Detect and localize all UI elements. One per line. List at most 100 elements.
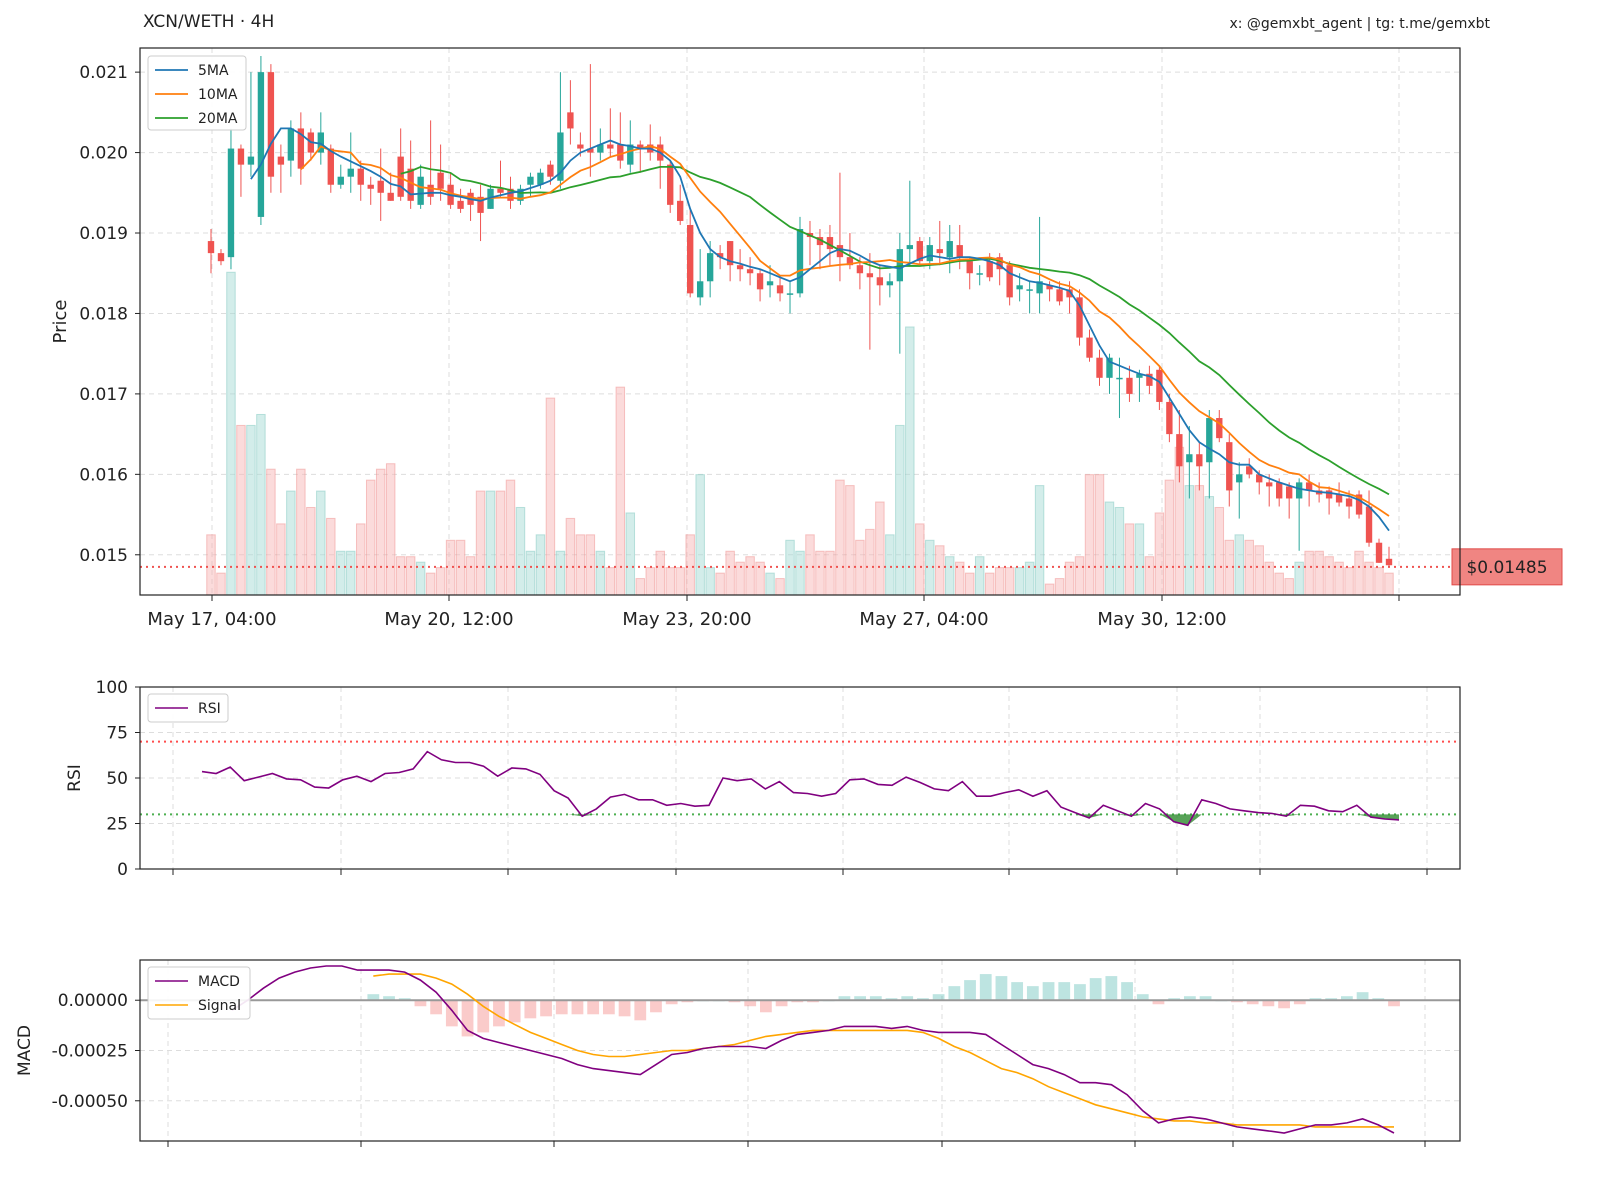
candle-body — [986, 261, 993, 278]
macd-hist-bar — [948, 986, 961, 1001]
volume-bar — [465, 556, 476, 596]
macd-hist-bar — [587, 1000, 600, 1015]
macd-hist-bar — [1293, 1000, 1306, 1005]
volume-bar — [1064, 561, 1075, 596]
price-legend — [147, 55, 247, 131]
candle-body — [527, 176, 534, 185]
macd-hist-bar — [1183, 996, 1196, 1001]
macd-hist-bar — [932, 994, 945, 1001]
candle-body — [1345, 498, 1353, 507]
macd-line — [231, 965, 1395, 1134]
macd-hist-bar — [1026, 986, 1039, 1001]
volume-bar — [685, 534, 695, 596]
volume-bar — [825, 550, 835, 596]
legend-label: RSI — [198, 701, 221, 717]
candle-body — [397, 156, 404, 197]
volume-bar — [715, 572, 725, 596]
macd-hist-bar — [665, 1000, 678, 1005]
volume-bar — [785, 539, 795, 596]
candle-body — [786, 293, 794, 295]
candle-body — [1116, 377, 1123, 380]
volume-bar — [1324, 556, 1334, 596]
candle-body — [1335, 494, 1343, 503]
macd-hist-bar — [1309, 998, 1322, 1001]
rsi-ytick-label: 50 — [106, 769, 128, 789]
candle-body — [1355, 494, 1363, 515]
volume-bar — [1134, 523, 1145, 596]
price-xtick-label: May 17, 04:00 — [147, 609, 276, 630]
volume-bar — [865, 528, 875, 596]
legend-label: 10MA — [198, 87, 238, 103]
volume-bar — [525, 550, 536, 596]
rsi-ytick-label: 75 — [106, 724, 128, 744]
price-ytick-label: 0.020 — [79, 144, 128, 164]
candle-body — [846, 257, 854, 266]
macd-hist-bar — [728, 1000, 741, 1003]
volume-bar — [1164, 479, 1175, 596]
volume-bar — [1244, 539, 1254, 596]
candle-body — [557, 132, 564, 181]
volume-bar — [835, 479, 845, 596]
candle-body — [387, 192, 394, 201]
volume-bar — [336, 550, 346, 596]
macd-hist-bar — [571, 1000, 584, 1015]
volume-bar — [895, 424, 905, 596]
candle-body — [637, 144, 644, 149]
candle-body — [367, 184, 374, 189]
candle-body — [1276, 482, 1283, 499]
volume-bar — [1374, 567, 1384, 596]
volume-bar — [665, 567, 675, 596]
candle-body — [517, 188, 524, 201]
candle-body — [1006, 265, 1013, 298]
volume-bar — [1274, 572, 1284, 596]
candle-body — [886, 281, 894, 286]
candle-body — [726, 241, 734, 266]
candle-body — [1136, 373, 1143, 378]
price-ytick-label: 0.017 — [79, 385, 128, 405]
volume-bar — [535, 534, 546, 596]
volume-bar — [915, 523, 925, 596]
volume-bar — [1074, 556, 1085, 596]
candle-body — [287, 128, 295, 161]
price-label-box — [1451, 548, 1563, 586]
volume-bar — [425, 572, 436, 596]
candle-body — [936, 249, 943, 254]
macd-hist-bar — [979, 974, 992, 1001]
candle-body — [1016, 285, 1023, 290]
candle-body — [1236, 474, 1243, 483]
volume-bar — [695, 474, 705, 596]
macd-hist-bar — [1356, 992, 1369, 1001]
volume-bar — [974, 556, 985, 596]
candle-body — [946, 241, 953, 258]
volume-bar — [1124, 523, 1135, 596]
candle-body — [916, 241, 923, 262]
rsi-oversold-fill — [1159, 814, 1202, 826]
candle-body — [1166, 401, 1173, 435]
macd-hist-bar — [1074, 984, 1086, 1001]
macd-hist-bar — [634, 1000, 647, 1021]
volume-bar — [1194, 485, 1205, 596]
candle-body — [1295, 482, 1303, 499]
volume-bar — [1104, 501, 1115, 596]
volume-bar — [615, 386, 626, 596]
macd-hist-bar — [917, 998, 929, 1001]
macd-hist-bar — [995, 976, 1008, 1001]
candle-body — [1056, 289, 1063, 302]
candle-body — [677, 200, 684, 221]
candle-body — [427, 184, 434, 197]
macd-hist-bar — [430, 1000, 443, 1015]
price-ytick-label: 0.016 — [79, 465, 128, 485]
rsi-line — [201, 750, 1400, 827]
ma10-line — [300, 145, 1390, 517]
candle-body — [377, 180, 384, 193]
candle-body — [417, 176, 424, 205]
candle-body — [1036, 281, 1043, 294]
macd-ytick-label: 0.00000 — [58, 991, 128, 1011]
candle-body — [247, 156, 255, 165]
macd-hist-bar — [414, 1000, 427, 1007]
price-xtick-label: May 23, 20:00 — [622, 609, 751, 630]
volume-bar — [296, 468, 306, 596]
volume-bar — [356, 523, 366, 596]
macd-hist-bar — [618, 1000, 631, 1017]
